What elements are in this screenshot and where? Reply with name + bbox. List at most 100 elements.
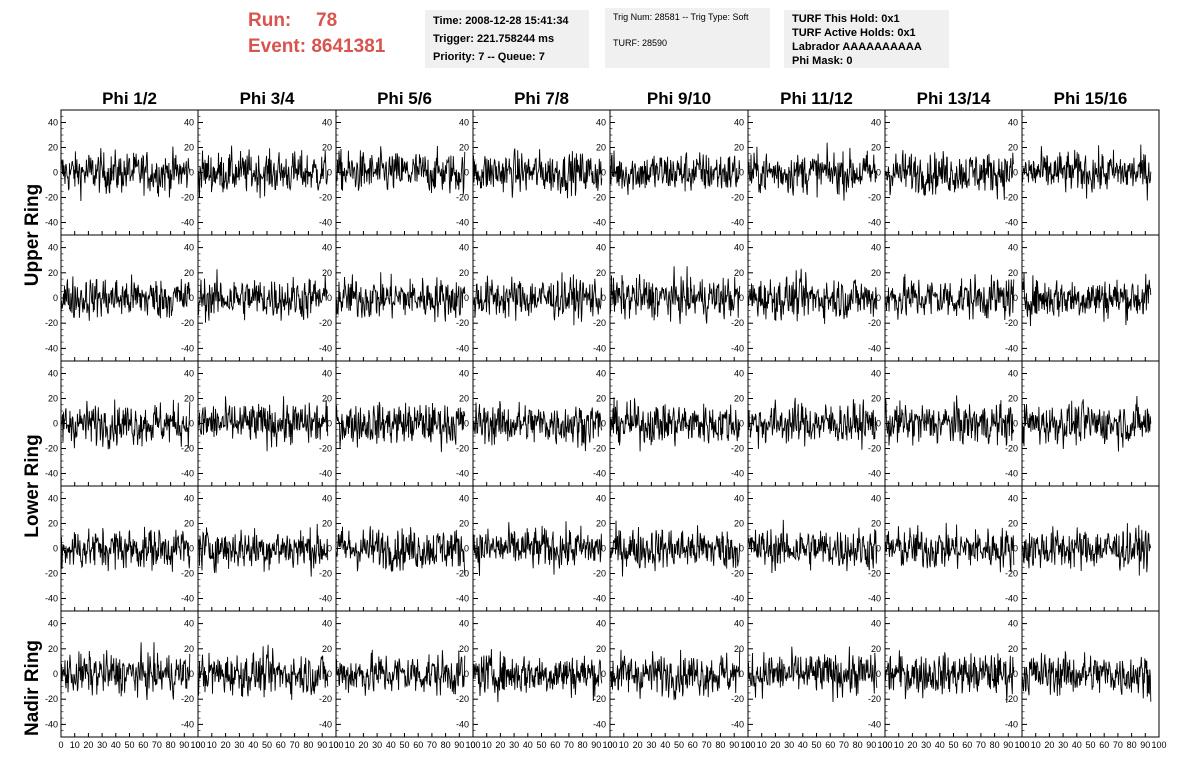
y-tick-label: -20 xyxy=(319,569,332,579)
y-tick-label: -40 xyxy=(868,594,881,604)
y-tick-label: 0 xyxy=(464,419,469,429)
x-tick-label: 100 xyxy=(877,740,892,750)
row-title: Nadir Ring xyxy=(22,640,43,736)
y-tick-label: -20 xyxy=(731,569,744,579)
y-tick-label: -40 xyxy=(593,719,606,729)
y-tick-label: -20 xyxy=(731,318,744,328)
x-tick-label: 60 xyxy=(688,740,698,750)
y-tick-label: 20 xyxy=(734,143,744,153)
waveform-trace xyxy=(335,401,466,453)
y-tick-label: -20 xyxy=(456,444,469,454)
x-tick-label: 40 xyxy=(248,740,258,750)
x-tick-label: 0 xyxy=(195,740,200,750)
x-tick-label: 30 xyxy=(372,740,382,750)
x-tick-label: 30 xyxy=(509,740,519,750)
waveform-trace xyxy=(472,649,603,703)
x-tick-label: 90 xyxy=(591,740,601,750)
trig-num-text: Trig Num: 28581 -- Trig Type: Soft xyxy=(613,12,749,22)
y-tick-label: 20 xyxy=(184,394,194,404)
y-tick-label: 40 xyxy=(48,619,58,629)
x-tick-label: 30 xyxy=(646,740,656,750)
y-tick-label: -20 xyxy=(1005,694,1018,704)
y-tick-label: 0 xyxy=(327,544,332,554)
x-tick-label: 70 xyxy=(839,740,849,750)
x-tick-label: 60 xyxy=(962,740,972,750)
y-tick-label: 20 xyxy=(1008,394,1018,404)
waveform-trace xyxy=(335,526,466,576)
y-tick-label: -40 xyxy=(868,469,881,479)
y-tick-label: -40 xyxy=(45,594,58,604)
run-value: 78 xyxy=(316,10,338,31)
x-tick-label: 80 xyxy=(303,740,313,750)
waveform-trace xyxy=(472,400,603,452)
y-tick-label: -40 xyxy=(1005,343,1018,353)
y-tick-label: -20 xyxy=(868,569,881,579)
x-tick-label: 100 xyxy=(328,740,343,750)
row-title: Lower Ring xyxy=(22,434,43,537)
y-tick-label: 40 xyxy=(734,494,744,504)
waveform-trace xyxy=(747,268,878,324)
y-tick-label: -40 xyxy=(593,218,606,228)
y-tick-label: 0 xyxy=(601,419,606,429)
x-tick-label: 50 xyxy=(948,740,958,750)
waveform-trace xyxy=(60,642,191,701)
y-tick-label: 20 xyxy=(48,268,58,278)
waveform-trace xyxy=(1021,273,1152,327)
waveform-trace xyxy=(60,146,191,202)
column-title: Phi 1/2 xyxy=(102,89,157,108)
x-tick-label: 30 xyxy=(97,740,107,750)
y-tick-label: 0 xyxy=(464,669,469,679)
x-tick-label: 80 xyxy=(441,740,451,750)
y-tick-label: -40 xyxy=(181,719,194,729)
column-title: Phi 7/8 xyxy=(514,89,569,108)
x-tick-label: 0 xyxy=(333,740,338,750)
x-tick-label: 70 xyxy=(290,740,300,750)
y-tick-label: 40 xyxy=(1008,118,1018,128)
y-tick-label: 20 xyxy=(48,644,58,654)
y-tick-label: 20 xyxy=(1008,644,1018,654)
phi-mask-text: Phi Mask: 0 xyxy=(792,55,853,67)
waveform-trace xyxy=(884,273,1015,321)
x-tick-label: 50 xyxy=(1085,740,1095,750)
y-tick-label: 40 xyxy=(322,494,332,504)
waveform-trace xyxy=(747,646,878,703)
x-tick-label: 40 xyxy=(660,740,670,750)
x-tick-label: 80 xyxy=(578,740,588,750)
y-tick-label: 20 xyxy=(596,519,606,529)
x-tick-label: 50 xyxy=(811,740,821,750)
x-tick-label: 40 xyxy=(798,740,808,750)
y-tick-label: 20 xyxy=(459,519,469,529)
waveform-trace xyxy=(197,396,329,452)
y-tick-label: 0 xyxy=(876,544,881,554)
x-tick-label: 60 xyxy=(138,740,148,750)
y-tick-label: -20 xyxy=(181,193,194,203)
y-tick-label: 0 xyxy=(601,293,606,303)
x-tick-label: 50 xyxy=(674,740,684,750)
waveform-trace xyxy=(60,274,191,321)
y-tick-label: -40 xyxy=(456,469,469,479)
y-tick-label: -20 xyxy=(45,569,58,579)
y-tick-label: 20 xyxy=(596,143,606,153)
waveform-trace xyxy=(197,269,328,323)
y-tick-label: 40 xyxy=(322,369,332,379)
x-tick-label: 60 xyxy=(825,740,835,750)
waveform-trace xyxy=(472,272,603,326)
column-title: Phi 3/4 xyxy=(240,89,295,108)
y-tick-label: -20 xyxy=(1005,444,1018,454)
y-tick-label: -40 xyxy=(181,594,194,604)
x-tick-label: 60 xyxy=(276,740,286,750)
turf-active-holds-text: TURF Active Holds: 0x1 xyxy=(792,27,916,39)
y-tick-label: 20 xyxy=(48,394,58,404)
column-title: Phi 5/6 xyxy=(377,89,432,108)
y-tick-label: -20 xyxy=(456,694,469,704)
waveform-trace xyxy=(609,397,741,452)
y-tick-label: -40 xyxy=(45,218,58,228)
y-tick-label: 40 xyxy=(871,118,881,128)
waveform-trace xyxy=(609,649,741,701)
y-tick-label: 0 xyxy=(876,293,881,303)
x-tick-label: 60 xyxy=(413,740,423,750)
x-tick-label: 20 xyxy=(907,740,917,750)
y-tick-label: -40 xyxy=(868,218,881,228)
waveform-trace xyxy=(472,148,603,199)
